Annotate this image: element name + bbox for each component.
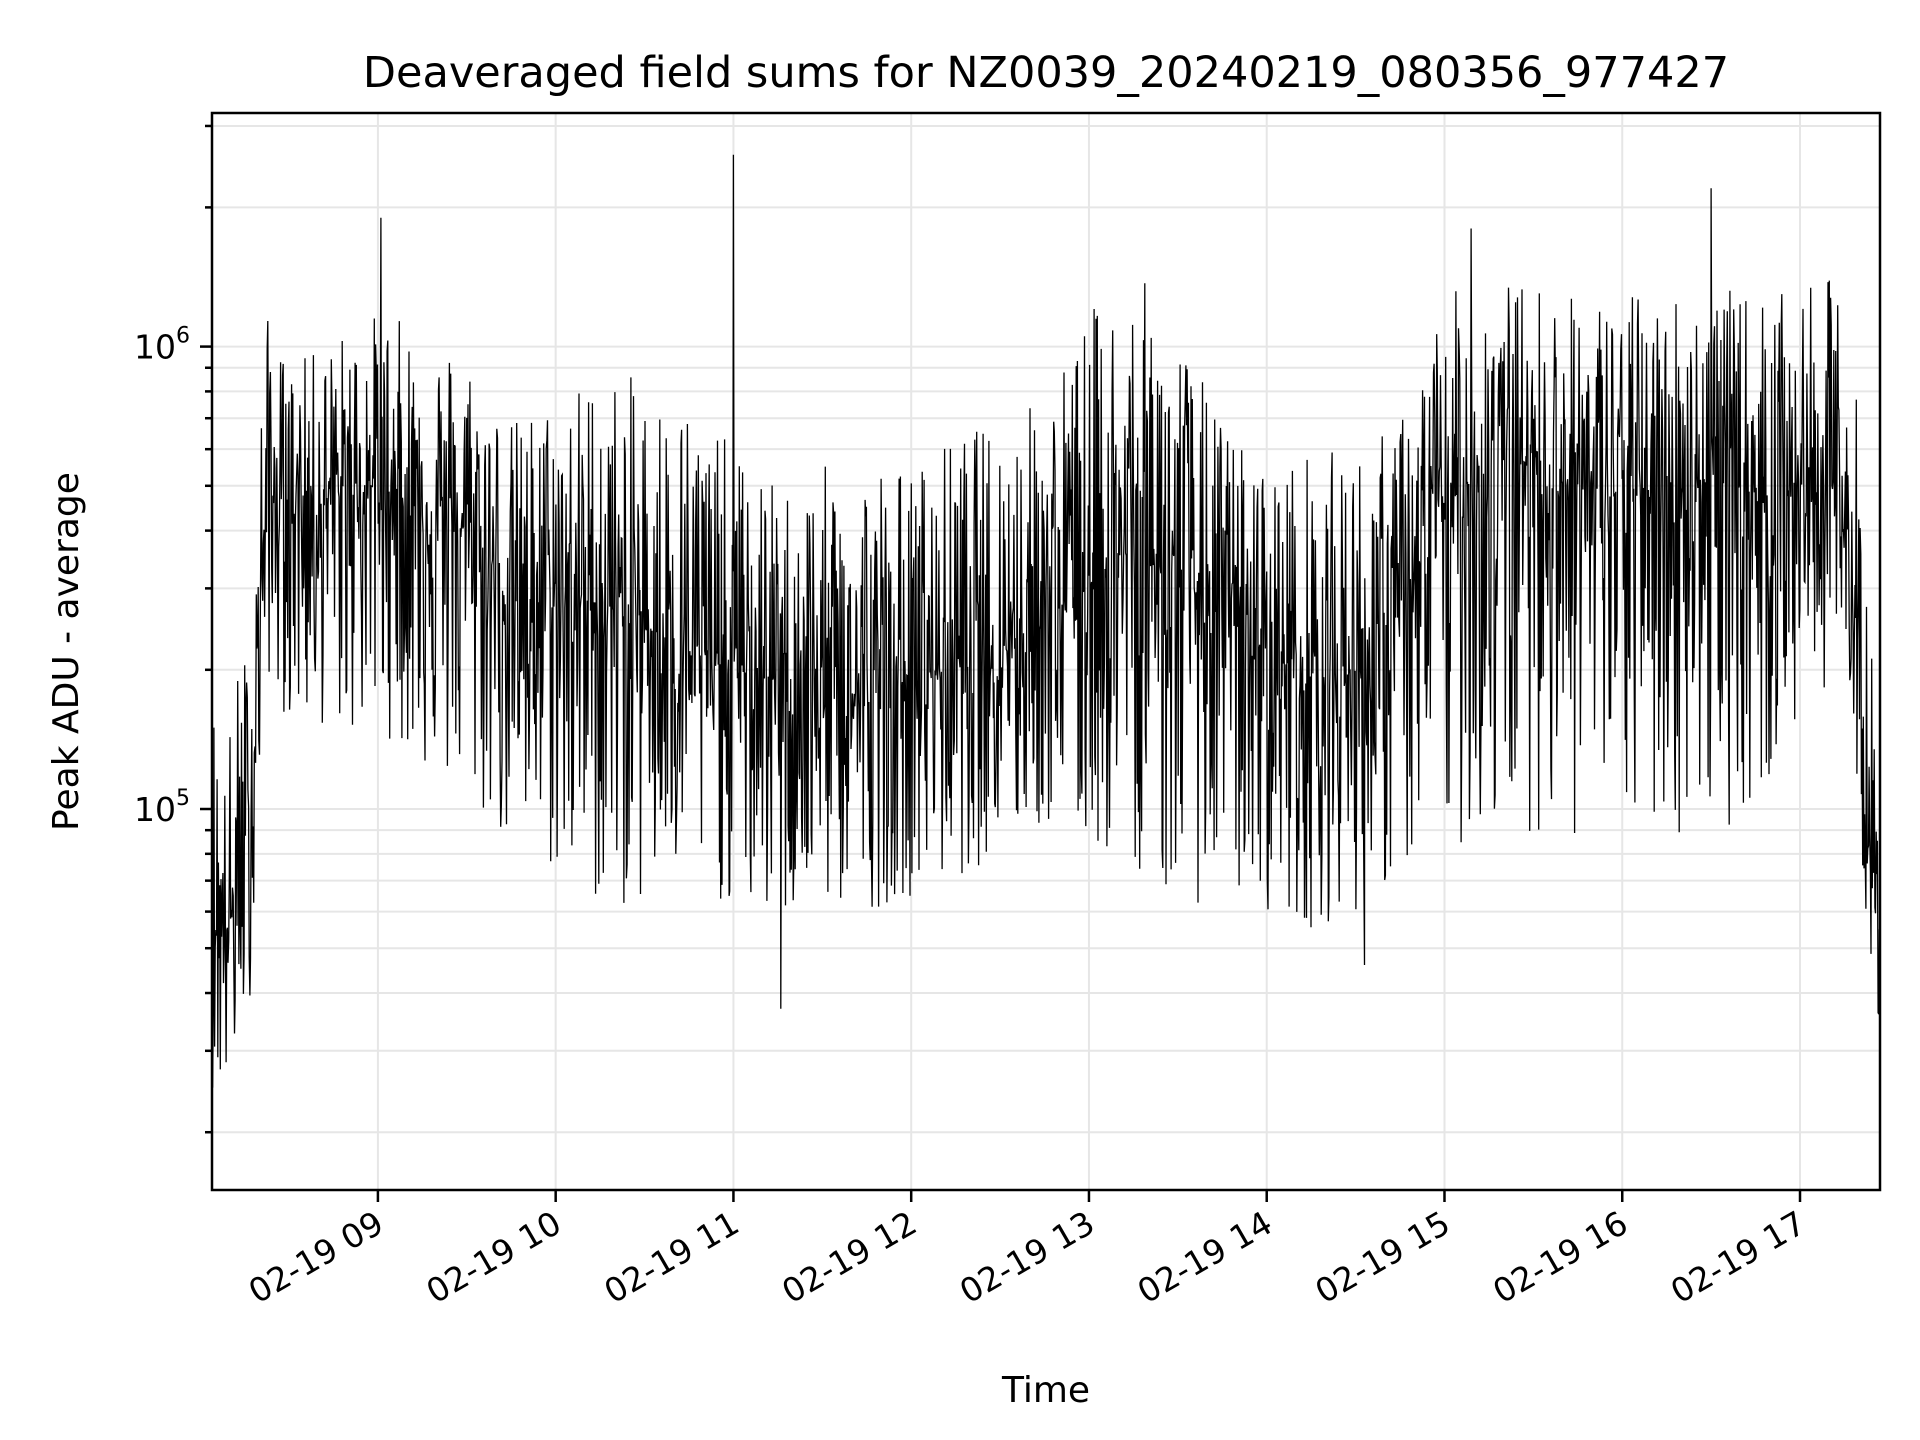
series-line: [211, 154, 1881, 1088]
y-tick-exponent: 6: [176, 324, 190, 349]
y-tick-base: 10: [134, 790, 176, 829]
x-axis-label: Time: [1001, 1370, 1090, 1411]
tick-marks: [200, 124, 1802, 1202]
y-axis-label: Peak ADU - average: [46, 472, 87, 831]
y-tick-label: 105: [134, 786, 190, 829]
y-tick-label: 106: [134, 324, 190, 367]
chart-title: Deaveraged field sums for NZ0039_2024021…: [363, 48, 1729, 98]
y-tick-exponent: 5: [176, 786, 190, 811]
series-group: [211, 154, 1881, 1088]
axes-frame: [210, 111, 1882, 1192]
y-tick-base: 10: [134, 328, 176, 367]
